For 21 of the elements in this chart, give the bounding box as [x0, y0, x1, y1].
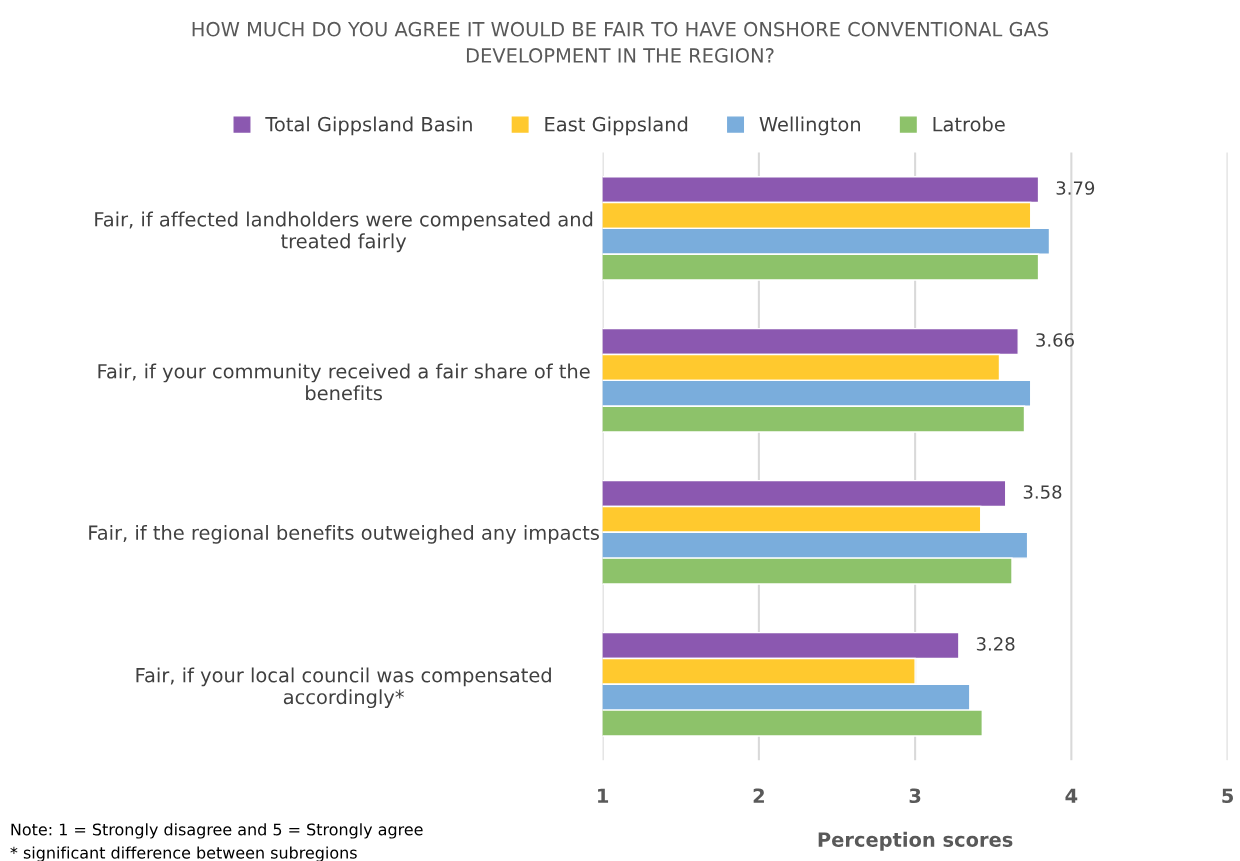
- data-label: 3.66: [1036, 333, 1074, 347]
- text: Note: 1 = Strongly disagree and 5 = Strongly agree: [11, 823, 423, 839]
- y-tick-label: Fair, if the regional benefits outweighed any impacts: [89, 524, 599, 544]
- data-label: 3.28: [976, 637, 1015, 651]
- data-label: 3.58: [1023, 485, 1062, 499]
- x-tick-label: 4: [1065, 788, 1078, 803]
- legend-label: East Gippsland: [545, 116, 688, 136]
- legend-label: Wellington: [759, 116, 860, 136]
- x-tick-label: 3: [909, 788, 921, 804]
- legend-label: Total Gippsland Basin: [265, 116, 472, 136]
- data-label: 3.79: [1056, 181, 1095, 195]
- x-tick-label: 2: [753, 788, 764, 803]
- y-tick-label: Fair, if affected landholders were compensated and treated fairly: [95, 211, 593, 253]
- text: * significant difference between subregions: [10, 846, 357, 861]
- chart-title: HOW MUCH DO YOU AGREE IT WOULD BE FAIR TO HAVE ONSHORE CONVENTIONAL GAS DEVELOPMENT IN THE REGION?: [192, 21, 1049, 63]
- legend-label: Latrobe: [933, 116, 1005, 132]
- y-tick-label: Fair, if your local council was compensated accordingly*: [136, 667, 551, 709]
- x-tick-label: 1: [598, 788, 609, 803]
- x-tick-label: 5: [1222, 788, 1234, 804]
- y-tick-label: Fair, if your community received a fair share of the benefits: [98, 363, 590, 401]
- x-axis-title: Perception scores: [818, 831, 1013, 851]
